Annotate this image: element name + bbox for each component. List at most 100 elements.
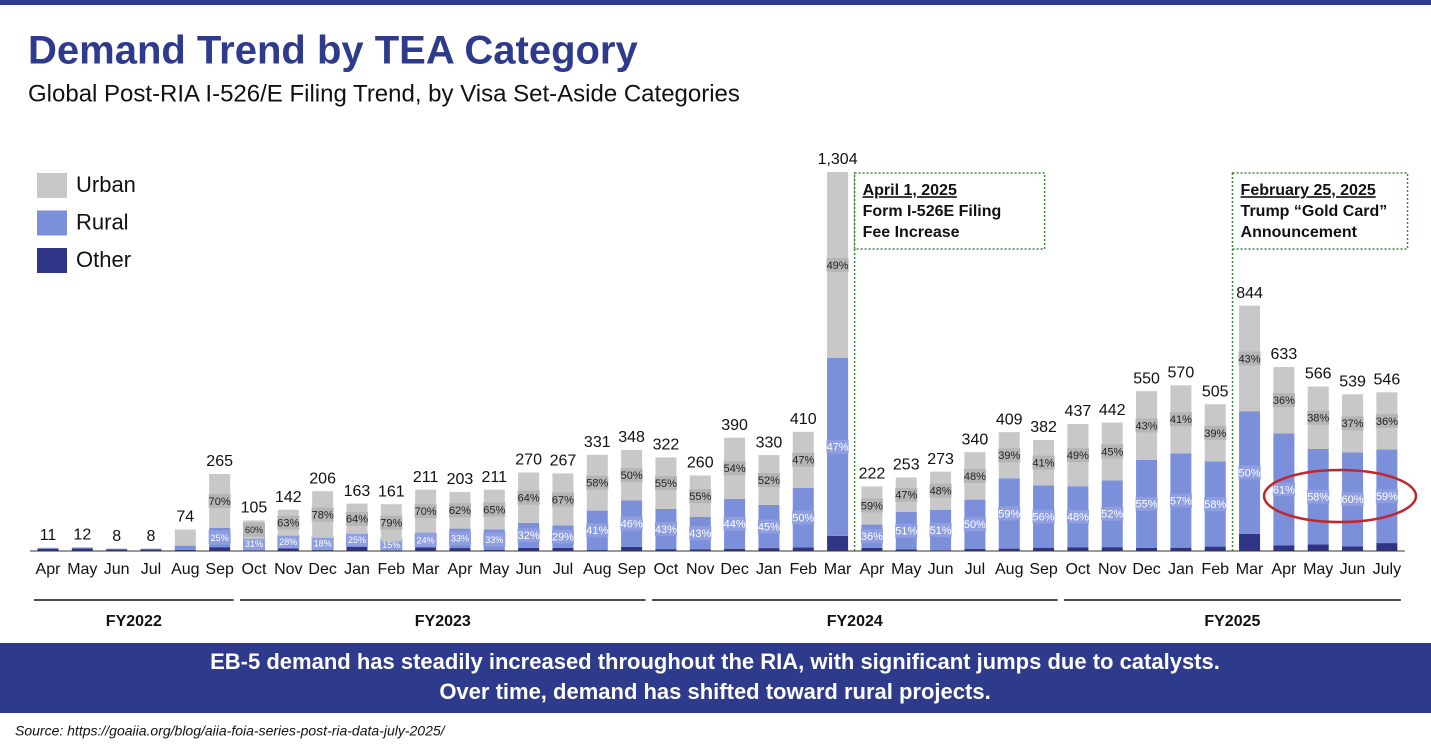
value-label-bg [1169, 412, 1192, 427]
value-label-bg [826, 439, 849, 454]
annotation-box [1231, 172, 1409, 250]
value-label: 48% [964, 471, 986, 483]
chart-title: Demand Trend by TEA Category [28, 29, 639, 73]
value-label-bg [551, 529, 574, 544]
total-label: 211 [413, 469, 439, 486]
value-label: 47% [792, 455, 814, 467]
value-label: 36% [861, 531, 883, 543]
value-label-bg [929, 522, 952, 537]
banner-text: EB-5 demand has steadily increased throu… [210, 649, 1220, 674]
bar-segment [1101, 547, 1123, 551]
legend-swatch [37, 210, 67, 236]
x-tick-label: Feb [1201, 561, 1229, 578]
value-label-bg [586, 523, 609, 538]
legend-swatch [37, 248, 67, 273]
value-label-bg [654, 522, 677, 537]
legend-label: Rural [76, 209, 129, 234]
value-label: 44% [724, 519, 746, 531]
value-label-bg [1032, 509, 1055, 524]
x-tick-label: Dec [308, 561, 336, 578]
annotation-title: February 25, 2025 [1241, 182, 1376, 199]
value-label-bg [208, 493, 231, 508]
value-label: 43% [689, 528, 711, 540]
x-tick-label: Jul [965, 561, 985, 578]
bar-segment [998, 548, 1020, 551]
value-label-bg [757, 519, 780, 534]
annotation-text: Announcement [1241, 224, 1358, 241]
value-label-bg [1101, 506, 1124, 521]
value-label: 58% [1307, 492, 1329, 504]
x-tick-label: Nov [686, 561, 714, 578]
total-label: 74 [176, 509, 194, 526]
value-label: 79% [380, 518, 402, 530]
value-label: 49% [827, 260, 849, 272]
value-label-bg [1032, 455, 1055, 470]
value-label-bg [826, 257, 849, 272]
value-label: 43% [655, 524, 677, 536]
value-label: 46% [621, 519, 643, 531]
value-label: 39% [1204, 428, 1226, 440]
value-label: 58% [586, 478, 608, 490]
value-label: 55% [689, 491, 711, 503]
bar-segment [1342, 546, 1364, 551]
x-tick-label: Aug [995, 561, 1023, 578]
total-label: 390 [721, 417, 748, 434]
annotation-text: Form I-526E Filing [863, 203, 1002, 220]
value-label-bg [1375, 489, 1398, 504]
value-label: 43% [1239, 353, 1261, 365]
bar-segment [552, 547, 574, 551]
value-label-bg [517, 490, 540, 505]
value-label-bg [448, 531, 471, 546]
bar-segment [174, 529, 196, 546]
total-label: 322 [653, 437, 680, 454]
bar-segment [1067, 547, 1089, 551]
value-label: 24% [417, 535, 435, 545]
x-tick-label: May [67, 561, 97, 578]
total-label: 410 [790, 411, 817, 428]
value-label-bg [1204, 497, 1227, 512]
total-label: 550 [1133, 370, 1160, 387]
value-label: 33% [451, 534, 469, 544]
x-tick-label: Jun [1340, 561, 1366, 578]
banner [0, 643, 1431, 713]
bar-segment [1170, 547, 1192, 551]
value-label: 51% [930, 525, 952, 537]
total-label: 203 [447, 471, 474, 488]
annotation-text: Trump “Gold Card” [1241, 203, 1388, 220]
value-label: 38% [1307, 413, 1329, 425]
x-tick-label: Jul [553, 561, 573, 578]
value-label: 65% [483, 505, 505, 517]
value-label-bg [311, 507, 334, 522]
total-label: 437 [1065, 403, 1092, 420]
x-tick-label: Jan [1168, 561, 1194, 578]
total-label: 633 [1271, 346, 1298, 363]
value-label: 60% [1342, 494, 1364, 506]
x-tick-label: Oct [1065, 561, 1090, 578]
x-tick-label: Sep [617, 561, 646, 578]
total-label: 331 [584, 434, 611, 451]
value-label: 43% [1136, 420, 1158, 432]
x-tick-label: Apr [448, 561, 474, 578]
source: Source: https://goaiia.org/blog/aiia-foi… [15, 723, 447, 739]
value-label: 45% [1101, 446, 1123, 458]
bar-segment [758, 548, 780, 551]
value-label: 59% [861, 500, 883, 512]
total-label: 8 [147, 528, 156, 545]
bar-segment [1273, 545, 1295, 551]
banner-text: Over time, demand has shifted toward rur… [439, 679, 990, 704]
x-tick-label: Dec [720, 561, 748, 578]
x-tick-label: Sep [1029, 561, 1058, 578]
value-label-bg [620, 468, 643, 483]
value-label-bg [689, 489, 712, 504]
value-label-bg [998, 448, 1021, 463]
bar-segment [792, 547, 814, 551]
value-label-bg [242, 522, 265, 537]
value-label-bg [1101, 444, 1124, 459]
total-label: 265 [206, 453, 233, 470]
x-tick-label: Nov [274, 561, 302, 578]
total-label: 330 [756, 434, 783, 451]
x-tick-label: May [1303, 561, 1333, 578]
value-label-bg [1066, 509, 1089, 524]
value-label-bg [1307, 489, 1330, 504]
